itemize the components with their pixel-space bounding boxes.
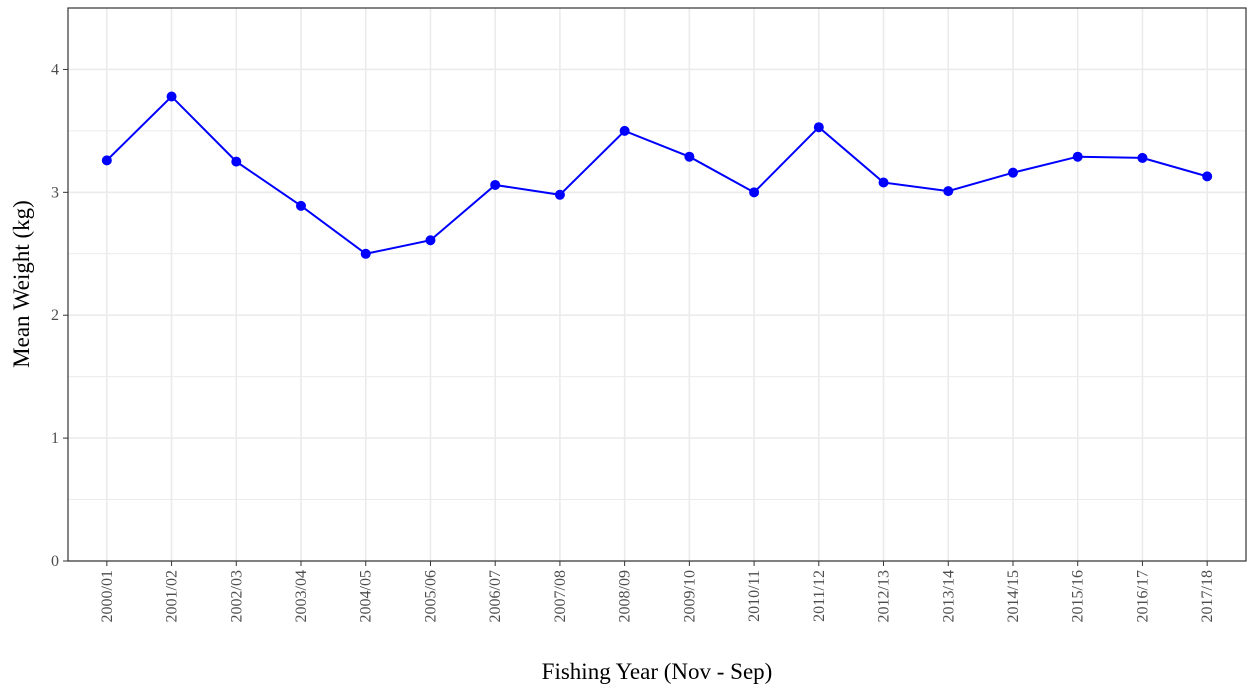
data-point — [813, 122, 824, 133]
x-tick-label: 2007/08 — [552, 570, 569, 622]
x-tick-label: 2000/01 — [99, 570, 116, 622]
data-point — [1202, 171, 1213, 182]
x-tick-label: 2003/04 — [293, 570, 310, 622]
x-tick-label: 2004/05 — [358, 570, 375, 622]
x-tick-label: 2014/15 — [1005, 570, 1022, 622]
x-tick-label: 2013/14 — [940, 570, 957, 622]
x-tick-label: 2006/07 — [487, 570, 504, 622]
data-point — [749, 187, 760, 198]
data-point — [425, 235, 436, 246]
data-point — [490, 179, 501, 190]
y-tick-label: 4 — [51, 61, 59, 78]
x-tick-label: 2017/18 — [1199, 570, 1216, 622]
data-point — [878, 177, 889, 188]
data-point — [1072, 151, 1083, 162]
x-tick-label: 2015/16 — [1070, 570, 1087, 622]
data-point — [554, 189, 565, 200]
x-tick-label: 2011/12 — [811, 570, 828, 622]
data-point — [360, 248, 371, 259]
data-point — [296, 200, 307, 211]
series-line — [106, 95, 1208, 255]
x-tick-label: 2009/10 — [681, 570, 698, 622]
y-tick-label: 3 — [51, 184, 59, 201]
x-tick-label: 2008/09 — [617, 570, 634, 622]
plot-border — [67, 7, 1247, 562]
x-axis-title: Fishing Year (Nov - Sep) — [542, 659, 773, 684]
x-tick-label: 2005/06 — [422, 570, 439, 622]
data-point — [619, 125, 630, 136]
x-tick-label: 2001/02 — [164, 570, 181, 622]
y-tick-label: 2 — [51, 307, 59, 324]
y-axis-title: Mean Weight (kg) — [9, 200, 34, 368]
y-tick-label: 1 — [51, 430, 59, 447]
data-point — [943, 186, 954, 197]
data-point — [231, 156, 242, 167]
x-tick-label: 2002/03 — [228, 570, 245, 622]
x-tick-label: 2010/11 — [746, 570, 763, 622]
y-tick-label: 0 — [51, 553, 59, 570]
data-point — [1007, 167, 1018, 178]
data-point — [101, 155, 112, 166]
data-point — [684, 151, 695, 162]
x-tick-label: 2012/13 — [876, 570, 893, 622]
x-tick-label: 2016/17 — [1134, 570, 1151, 622]
data-point — [166, 91, 177, 102]
data-point — [1137, 152, 1148, 163]
